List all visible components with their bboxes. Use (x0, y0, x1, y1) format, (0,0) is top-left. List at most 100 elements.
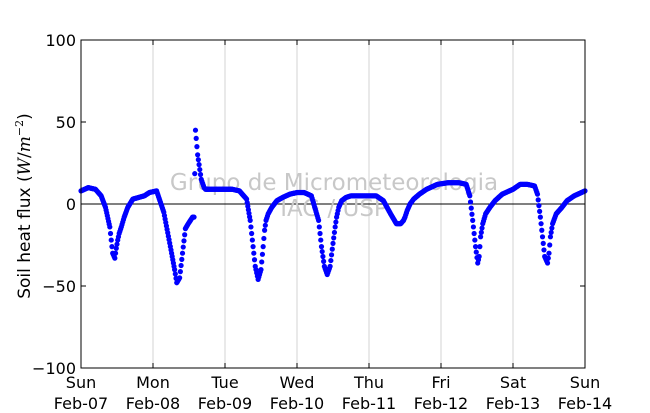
data-point (195, 152, 201, 158)
data-point (177, 269, 183, 275)
y-axis-ticks: 100 50 0 −50 −100 (32, 31, 585, 378)
data-point (262, 227, 268, 233)
data-point (540, 240, 546, 246)
data-point (180, 244, 186, 250)
data-point (318, 244, 325, 250)
data-point (191, 214, 197, 220)
data-point (547, 242, 553, 248)
data-point (261, 235, 267, 242)
data-point (468, 205, 474, 211)
data-point (328, 257, 334, 264)
data-point (472, 244, 479, 250)
data-point (250, 244, 256, 250)
data-point (541, 247, 547, 253)
data-point (545, 255, 551, 261)
data-point (177, 275, 183, 281)
y-axis-label-close: ) (15, 113, 35, 120)
data-point (248, 224, 254, 230)
data-point (181, 238, 187, 244)
data-point (179, 250, 186, 256)
data-point (534, 191, 541, 197)
y-tick-label-3: −50 (42, 277, 76, 296)
data-point (478, 234, 484, 240)
data-point (113, 245, 119, 251)
x-tick-date-1: Feb-08 (126, 394, 180, 409)
data-point (108, 237, 114, 243)
data-point (539, 227, 545, 233)
x-tick-date-0: Feb-07 (54, 394, 108, 409)
data-point (316, 217, 322, 223)
x-tick-weekday-5: Fri (431, 373, 450, 392)
y-axis-label-slash: / (15, 152, 35, 158)
x-tick-date-7: Feb-14 (558, 394, 612, 409)
data-point (467, 199, 474, 205)
y-axis-label-exponent: −2 (13, 120, 26, 136)
data-point (192, 127, 199, 133)
data-points (78, 127, 588, 286)
data-point (259, 251, 266, 257)
y-tick-label-1: 50 (56, 113, 76, 132)
data-point (247, 217, 253, 223)
data-point (467, 193, 473, 199)
data-point (469, 211, 475, 217)
data-point (172, 271, 178, 277)
y-tick-label-0: 100 (45, 31, 76, 50)
x-tick-date-4: Feb-11 (342, 394, 396, 409)
data-point (318, 237, 324, 243)
data-point (327, 263, 333, 269)
data-point (107, 230, 114, 237)
data-point (260, 244, 266, 250)
data-point (194, 144, 200, 150)
data-point (178, 262, 184, 269)
data-point (316, 224, 322, 230)
data-point (538, 221, 544, 227)
data-point (249, 237, 255, 243)
data-point (179, 256, 185, 262)
x-tick-weekday-2: Tue (210, 373, 238, 392)
x-tick-weekday-3: Wed (280, 373, 315, 392)
x-tick-date-6: Feb-13 (486, 394, 540, 409)
data-point (535, 197, 541, 203)
data-point (539, 234, 546, 240)
data-point (172, 267, 178, 273)
data-point (328, 252, 335, 258)
x-axis-ticks: Sun Feb-07 Mon Feb-08 Tue Feb-09 Wed Feb-10 Thu F… (54, 40, 612, 413)
data-point (262, 222, 268, 228)
data-point (195, 157, 201, 163)
y-axis-label: Soil heat flux (W/m−2) (13, 113, 35, 299)
data-point (549, 225, 555, 231)
data-point (251, 250, 257, 256)
data-point (317, 230, 323, 237)
y-axis-label-var: W (15, 156, 35, 175)
data-point (320, 253, 326, 260)
data-point (329, 246, 335, 252)
data-point (197, 171, 204, 178)
data-point (471, 230, 477, 237)
x-tick-weekday-6: Sat (500, 373, 526, 392)
data-point (470, 224, 476, 230)
data-point (109, 244, 115, 250)
x-tick-weekday-4: Thu (353, 373, 384, 392)
data-point (476, 253, 482, 260)
data-point (547, 234, 554, 240)
data-point (479, 225, 485, 231)
data-point (331, 235, 337, 241)
watermark-line-2: IAG / USP (280, 196, 388, 222)
data-point (193, 135, 199, 141)
x-tick-date-2: Feb-09 (198, 394, 252, 409)
data-point (472, 237, 478, 243)
data-point (114, 241, 120, 247)
data-point (112, 250, 119, 256)
x-tick-weekday-1: Mon (136, 373, 170, 392)
data-point (473, 249, 479, 255)
data-point (196, 162, 202, 168)
data-point (259, 259, 265, 265)
data-point (546, 250, 552, 256)
data-point (192, 171, 198, 177)
data-point (321, 258, 327, 264)
data-point (330, 240, 336, 246)
data-point (107, 224, 113, 230)
data-point (319, 248, 325, 255)
